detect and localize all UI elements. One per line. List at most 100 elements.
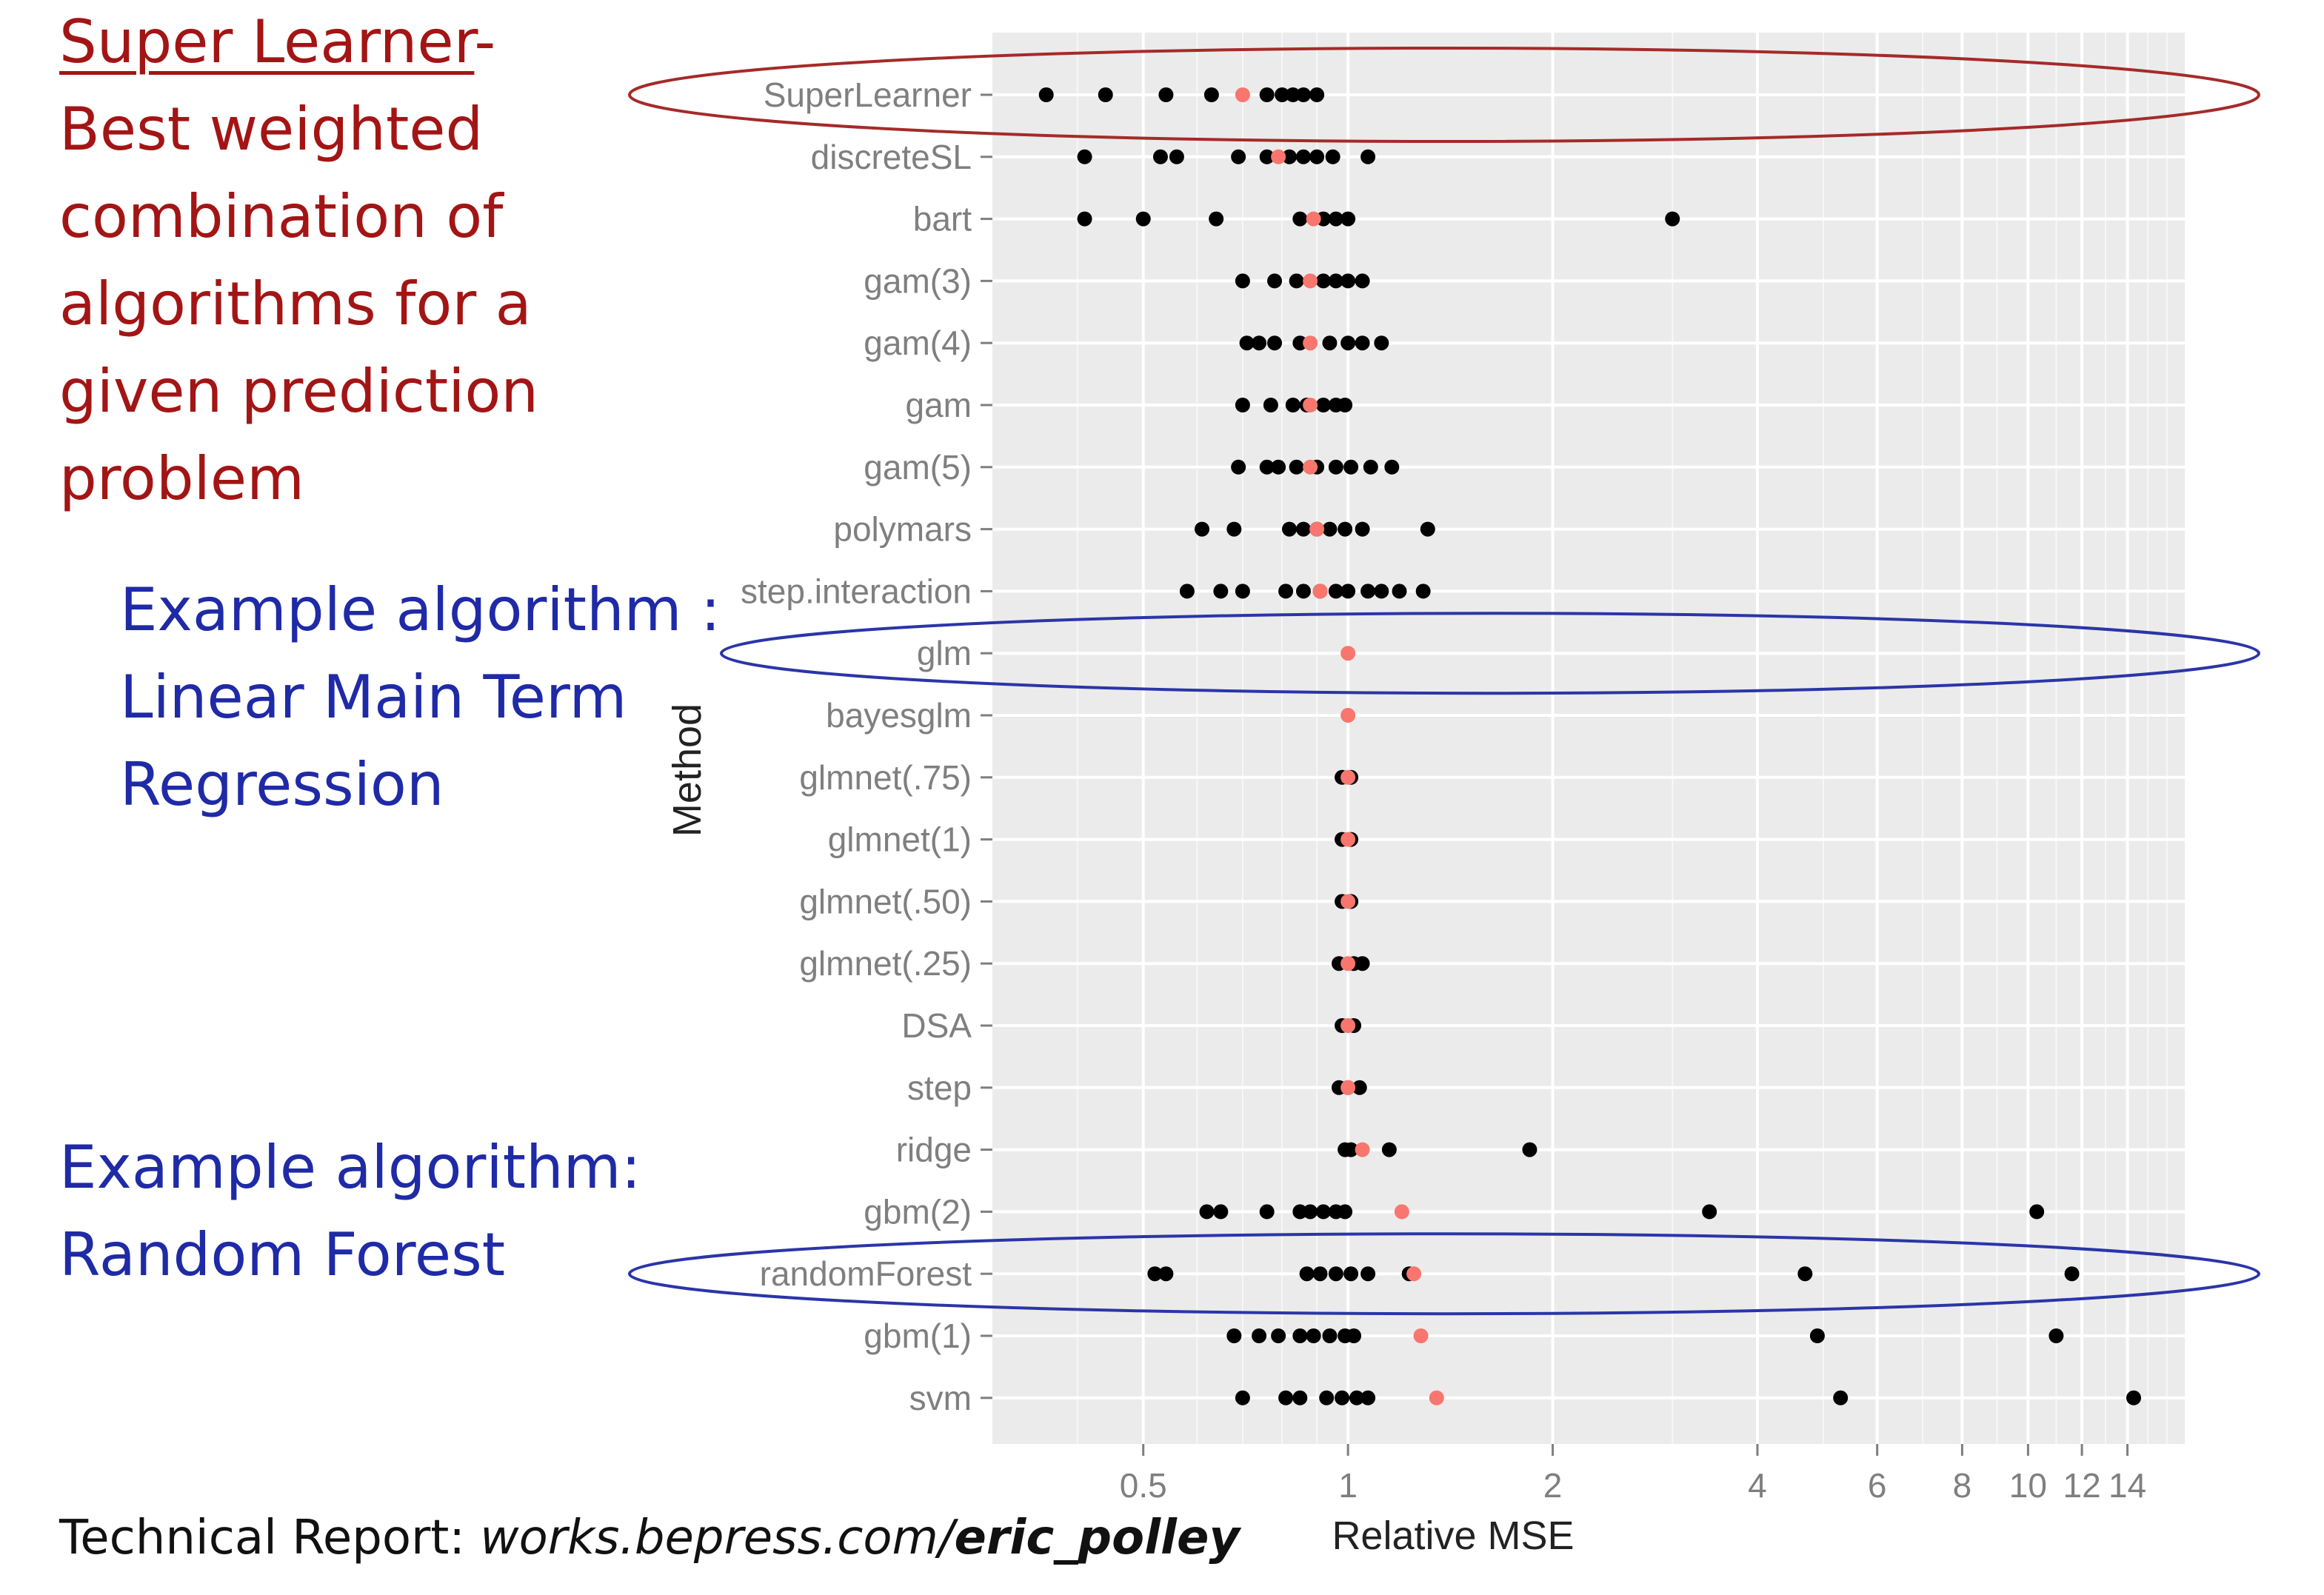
y-tick-label: polymars xyxy=(833,510,972,549)
plot-panel xyxy=(992,33,2185,1444)
data-point xyxy=(1315,1204,1331,1220)
highlight-point xyxy=(1340,708,1356,723)
data-point xyxy=(1702,1204,1717,1220)
data-point xyxy=(1259,1204,1275,1220)
data-point xyxy=(1271,459,1286,475)
super-learner-line: algorithms for a xyxy=(59,270,532,338)
x-tick-label: 0.5 xyxy=(1120,1466,1167,1505)
example-glm-line: Regression xyxy=(120,750,444,819)
data-point xyxy=(1259,87,1275,102)
data-point xyxy=(1360,1266,1376,1282)
data-point xyxy=(1360,149,1376,164)
y-tick-label: glmnet(.75) xyxy=(799,758,972,797)
data-point xyxy=(1195,521,1210,537)
data-point xyxy=(1335,1390,1350,1405)
data-point xyxy=(1299,1266,1315,1282)
data-point xyxy=(1285,87,1300,102)
major-gridlines xyxy=(992,33,2185,1444)
data-point xyxy=(1522,1142,1537,1157)
super-learner-line: given prediction xyxy=(59,357,539,426)
data-point xyxy=(1252,335,1267,351)
data-point xyxy=(1381,1142,1397,1157)
data-point xyxy=(1797,1266,1813,1282)
data-point xyxy=(1295,584,1311,599)
data-point xyxy=(2064,1266,2080,1282)
y-tick-label: svm xyxy=(909,1379,972,1417)
data-point xyxy=(1328,584,1343,599)
highlight-point xyxy=(1340,1018,1356,1033)
data-point xyxy=(1360,584,1376,599)
data-point xyxy=(1355,956,1370,972)
super-learner-line: combination of xyxy=(59,182,504,251)
data-point xyxy=(1158,87,1174,102)
y-axis-title: Method xyxy=(665,703,709,837)
data-point xyxy=(1328,211,1343,227)
data-point xyxy=(1415,584,1431,599)
x-tick-label: 2 xyxy=(1543,1466,1563,1505)
super-learner-dash: - xyxy=(474,7,496,76)
data-point xyxy=(1343,1266,1359,1282)
y-tick-label: gam(4) xyxy=(864,324,972,362)
data-point xyxy=(1147,1266,1163,1282)
data-point xyxy=(1263,398,1278,412)
data-point xyxy=(1231,459,1246,475)
data-point xyxy=(1292,1390,1308,1405)
footnote-prefix: Technical Report: xyxy=(59,1511,481,1565)
data-point xyxy=(1306,1328,1321,1343)
data-point xyxy=(1295,87,1311,102)
data-point xyxy=(1374,335,1389,351)
data-point xyxy=(1179,584,1195,599)
highlight-point xyxy=(1303,459,1318,475)
y-tick-label: randomForest xyxy=(760,1254,972,1293)
data-point xyxy=(1213,1204,1229,1220)
data-point xyxy=(1235,273,1250,289)
y-tick-label: bayesglm xyxy=(826,696,972,735)
data-point xyxy=(1328,459,1343,475)
footnote-url-domain: works.bepress.com/ xyxy=(480,1511,955,1565)
data-point xyxy=(1349,1390,1364,1405)
data-point xyxy=(1295,149,1311,164)
data-point xyxy=(1226,1328,1242,1343)
data-point xyxy=(1235,1390,1250,1405)
data-point xyxy=(1267,335,1283,351)
data-point xyxy=(1340,211,1356,227)
highlight-point xyxy=(1355,1142,1370,1157)
data-point xyxy=(1343,1142,1359,1157)
x-axis-title: Relative MSE xyxy=(1332,1514,1574,1558)
data-point xyxy=(1278,584,1294,599)
y-tick-label: gam(3) xyxy=(864,261,972,300)
super-learner-annotation: Super Learner- Best weighted combination… xyxy=(59,0,538,523)
example-rf-line: Random Forest xyxy=(59,1220,506,1289)
example-rf-line: Example algorithm: xyxy=(59,1133,641,1202)
data-point xyxy=(1325,149,1340,164)
data-point xyxy=(1203,87,1219,102)
data-point xyxy=(1355,273,1370,289)
data-point xyxy=(1231,149,1246,164)
data-point xyxy=(1384,459,1400,475)
y-tick-label: DSA xyxy=(901,1006,972,1045)
example-rf-annotation: Example algorithm: Random Forest xyxy=(59,1124,641,1299)
highlight-point xyxy=(1413,1328,1429,1343)
data-point xyxy=(1338,521,1353,537)
data-point xyxy=(1363,459,1378,475)
x-tick-label: 12 xyxy=(2063,1466,2101,1505)
data-point xyxy=(1328,273,1343,289)
super-learner-title: Super Learner xyxy=(59,7,475,76)
y-tick-label: SuperLearner xyxy=(764,76,972,114)
data-point xyxy=(1420,521,1435,537)
highlight-point xyxy=(1303,335,1318,351)
data-point xyxy=(1038,87,1054,102)
data-point xyxy=(1259,149,1275,164)
data-point xyxy=(1322,521,1338,537)
data-point xyxy=(1665,211,1680,227)
highlight-point xyxy=(1406,1266,1422,1282)
data-point xyxy=(1226,521,1242,537)
data-point xyxy=(1169,149,1184,164)
y-tick-label: ridge xyxy=(896,1131,972,1169)
highlight-point xyxy=(1340,1080,1356,1095)
x-tick-label: 4 xyxy=(1748,1466,1767,1505)
data-point xyxy=(1292,211,1308,227)
y-tick-label: gam xyxy=(906,386,972,424)
y-tick-label: gbm(1) xyxy=(864,1317,972,1355)
x-tick-label: 14 xyxy=(2108,1466,2146,1505)
